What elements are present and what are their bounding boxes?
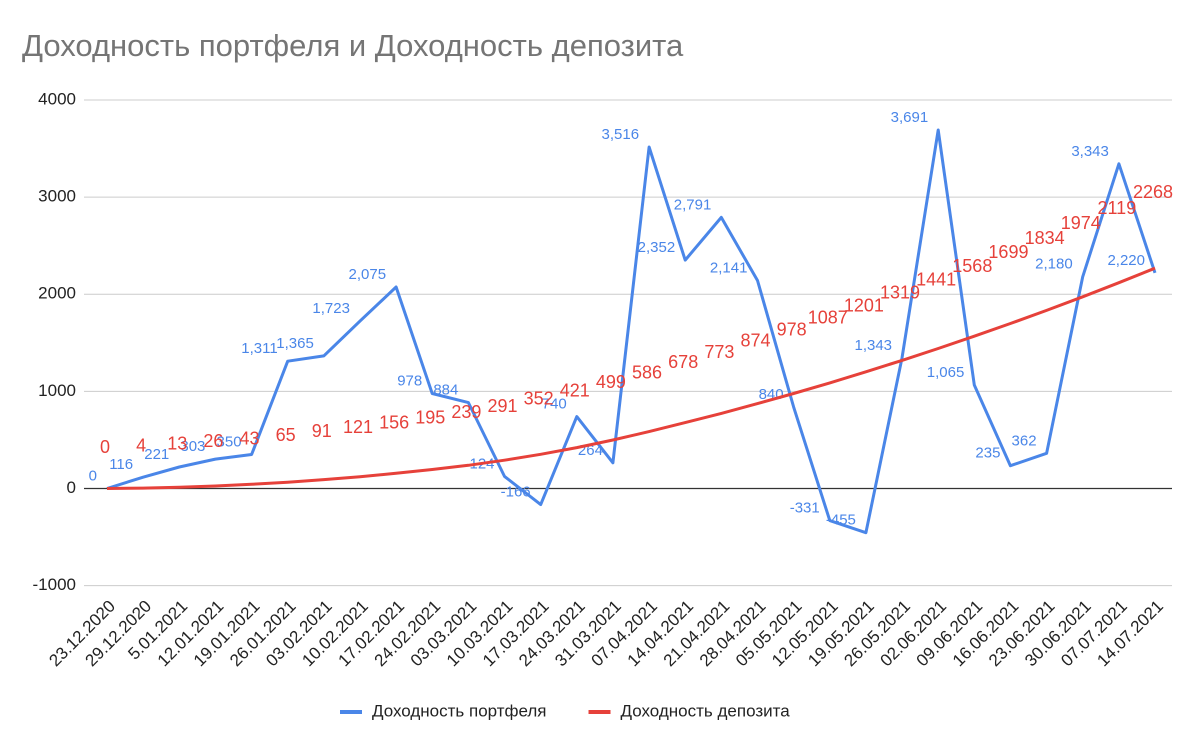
data-label: -166 (501, 484, 531, 501)
data-label: 0 (89, 467, 97, 484)
data-label: 3,343 (1071, 143, 1109, 160)
data-label: -455 (826, 512, 856, 529)
data-label: 156 (379, 412, 409, 432)
legend-label: Доходность депозита (621, 701, 791, 720)
data-label: 2,352 (638, 239, 676, 256)
data-label: 26 (203, 431, 223, 451)
data-label: 1,365 (276, 335, 314, 352)
data-label: 0 (100, 437, 110, 457)
data-label: 1,723 (312, 300, 350, 317)
data-label: 499 (596, 372, 626, 392)
data-label: 13 (167, 434, 187, 454)
series-line (106, 128, 1157, 535)
data-label: 1974 (1061, 213, 1101, 233)
y-tick-label: 4000 (38, 89, 76, 108)
data-label: 116 (109, 456, 133, 473)
data-label: 978 (397, 372, 422, 389)
data-label: 221 (144, 446, 169, 463)
data-label: 350 (217, 433, 242, 450)
y-tick-label: 0 (67, 478, 76, 497)
y-tick-label: 3000 (38, 187, 76, 206)
data-label: 2,220 (1107, 252, 1145, 269)
y-tick-label: 2000 (38, 284, 76, 303)
data-label: 291 (487, 396, 517, 416)
data-label: -331 (790, 500, 820, 517)
y-tick-label: -1000 (33, 575, 76, 594)
data-label: 2,141 (710, 260, 748, 277)
data-label: 2,180 (1035, 256, 1073, 273)
data-label: 2,075 (349, 266, 387, 283)
data-label: 1201 (844, 295, 884, 315)
series-line (106, 266, 1156, 490)
data-label: 1319 (880, 283, 920, 303)
y-tick-label: 1000 (38, 381, 76, 400)
data-label: 65 (276, 425, 296, 445)
data-label: 3,516 (602, 126, 640, 143)
chart-title: Доходность портфеля и Доходность депозит… (22, 28, 684, 63)
legend-label: Доходность портфеля (372, 701, 547, 720)
data-label: 362 (1012, 432, 1037, 449)
data-label: 884 (433, 382, 458, 399)
data-label: 1568 (952, 256, 992, 276)
data-label: 3,691 (891, 109, 929, 126)
data-label: 2268 (1133, 182, 1173, 202)
data-label: 4 (136, 436, 146, 456)
data-label: 586 (632, 362, 662, 382)
data-label: 1699 (988, 242, 1028, 262)
data-label: 740 (542, 396, 567, 413)
data-label: 2,791 (674, 196, 712, 213)
data-label: 773 (704, 342, 734, 362)
data-label: 303 (180, 438, 205, 455)
data-label: 1441 (916, 270, 956, 290)
data-label: 978 (777, 319, 807, 339)
data-label: 1834 (1025, 228, 1065, 248)
data-label: 43 (240, 428, 260, 448)
data-label: 1,311 (241, 340, 277, 357)
data-label: 1,343 (854, 337, 892, 354)
data-label: 235 (975, 445, 1000, 462)
data-label: 121 (343, 417, 373, 437)
data-label: 195 (415, 407, 445, 427)
data-label: 352 (524, 389, 554, 409)
data-label: 1087 (808, 308, 848, 328)
data-label: 91 (312, 421, 332, 441)
data-label: 678 (668, 352, 698, 372)
data-label: 239 (451, 402, 481, 422)
data-label: 1,065 (927, 364, 965, 381)
data-label: 2119 (1098, 198, 1137, 218)
data-label: 874 (740, 331, 770, 351)
data-label: 421 (560, 381, 590, 401)
